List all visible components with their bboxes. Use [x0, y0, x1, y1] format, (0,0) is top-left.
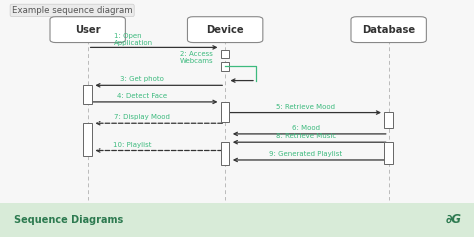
FancyBboxPatch shape: [221, 50, 229, 58]
Text: Database: Database: [362, 25, 415, 35]
Text: Device: Device: [206, 25, 244, 35]
Text: 4: Detect Face: 4: Detect Face: [117, 93, 167, 99]
Text: Example sequence diagram: Example sequence diagram: [12, 6, 132, 15]
Text: 6: Mood: 6: Mood: [292, 125, 320, 131]
FancyBboxPatch shape: [50, 17, 125, 43]
Text: 2: Access
Webcams: 2: Access Webcams: [180, 51, 214, 64]
FancyBboxPatch shape: [83, 123, 92, 156]
FancyBboxPatch shape: [351, 17, 427, 43]
Text: 9: Generated Playlist: 9: Generated Playlist: [269, 151, 342, 157]
Text: Sequence Diagrams: Sequence Diagrams: [14, 215, 123, 225]
Text: 8: Retrieve Music: 8: Retrieve Music: [275, 133, 336, 139]
FancyBboxPatch shape: [187, 17, 263, 43]
Text: 3: Get photo: 3: Get photo: [120, 77, 164, 82]
Bar: [0, 203, 474, 237]
FancyBboxPatch shape: [83, 85, 92, 104]
FancyBboxPatch shape: [384, 112, 393, 128]
Text: ∂G: ∂G: [446, 213, 462, 226]
Text: 1: Open
Application: 1: Open Application: [114, 32, 153, 46]
Text: 10: Playlist: 10: Playlist: [113, 142, 152, 148]
FancyBboxPatch shape: [221, 62, 229, 71]
Text: User: User: [75, 25, 100, 35]
Text: 5: Retrieve Mood: 5: Retrieve Mood: [276, 104, 335, 110]
Text: 7: Display Mood: 7: Display Mood: [114, 114, 170, 120]
FancyBboxPatch shape: [221, 102, 229, 122]
FancyBboxPatch shape: [384, 142, 393, 164]
FancyBboxPatch shape: [221, 142, 229, 165]
